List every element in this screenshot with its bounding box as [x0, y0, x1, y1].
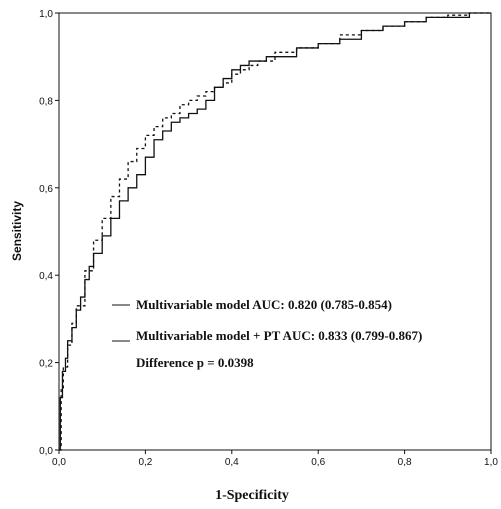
x-axis-title: 1-Specificity	[215, 488, 289, 503]
roc-curve-series-2	[59, 12, 491, 451]
y-axis-ticks: 0,0 0,2 0,4 0,6 0,8 1,0	[39, 9, 59, 457]
legend: Multivariable model AUC: 0.820 (0.785-0.…	[112, 297, 422, 370]
y-tick-label-2: 0,4	[39, 271, 53, 282]
x-tick-label-1: 0,2	[138, 457, 152, 468]
x-tick-label-0: 0,0	[52, 457, 66, 468]
x-tick-label-5: 1,0	[484, 457, 498, 468]
y-axis-title: Sensitivity	[10, 201, 24, 261]
y-tick-label-4: 0,8	[39, 96, 53, 107]
legend-entry-series-2: Multivariable model + PT AUC: 0.833 (0.7…	[136, 328, 422, 343]
x-tick-label-4: 0,8	[398, 457, 412, 468]
roc-curves	[59, 12, 491, 451]
plot-frame	[58, 12, 492, 451]
roc-curve-series-1	[59, 12, 491, 451]
y-tick-label-5: 1,0	[39, 9, 53, 20]
x-tick-label-3: 0,6	[311, 457, 325, 468]
difference-annotation: Difference p = 0.0398	[136, 355, 254, 370]
x-tick-label-2: 0,4	[225, 457, 239, 468]
legend-entry-series-1: Multivariable model AUC: 0.820 (0.785-0.…	[136, 297, 392, 312]
y-tick-label-3: 0,6	[39, 184, 53, 195]
x-axis-ticks: 0,0 0,2 0,4 0,6 0,8 1,0	[52, 450, 498, 468]
y-tick-label-0: 0,0	[39, 446, 53, 457]
y-tick-label-1: 0,2	[39, 359, 53, 370]
